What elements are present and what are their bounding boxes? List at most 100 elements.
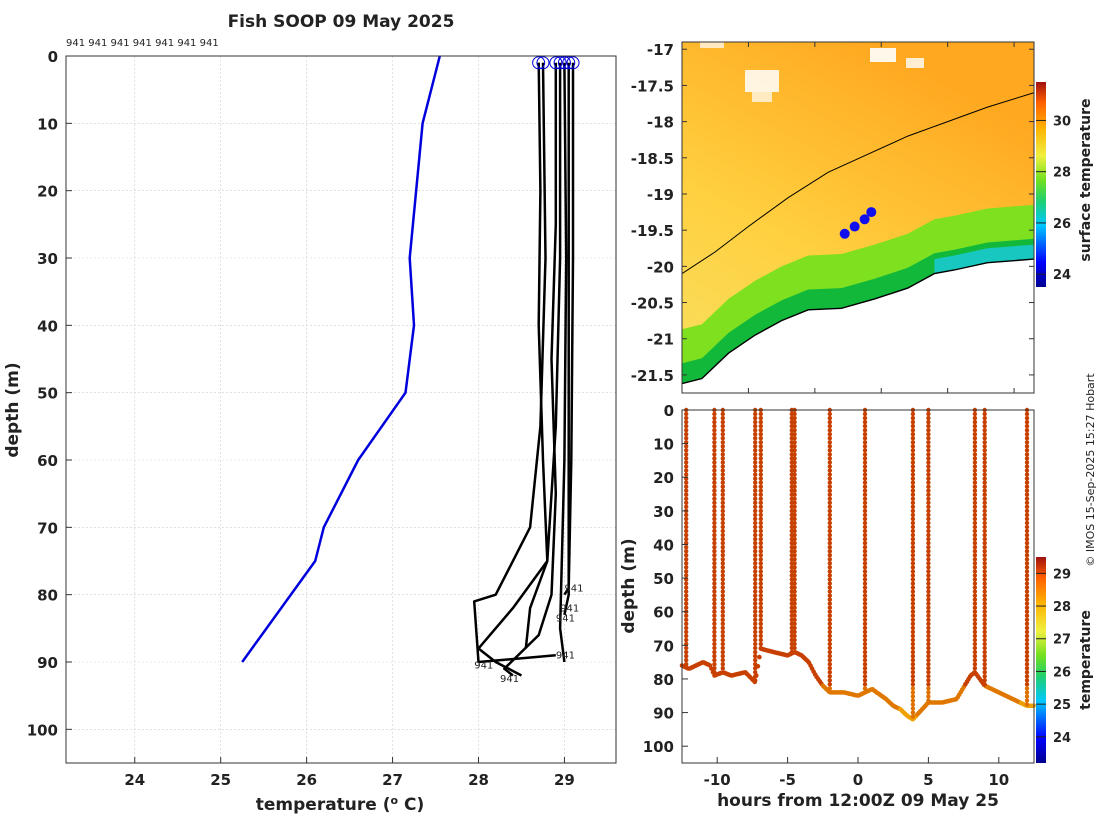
cast-point (1024, 492, 1030, 497)
cast-point (792, 545, 797, 550)
cast-point (1024, 645, 1030, 651)
cast-point (720, 605, 725, 610)
cast-point (712, 629, 717, 635)
cast-point (753, 637, 758, 643)
cast-point (972, 609, 978, 614)
cast-point (926, 516, 931, 522)
cast-point (792, 633, 797, 639)
cast-point (792, 605, 797, 610)
cast-point (758, 500, 763, 505)
cast-point (758, 464, 763, 469)
cast-point (792, 528, 797, 534)
cast-point (862, 500, 868, 505)
cast-point (684, 460, 689, 465)
cast-point (758, 540, 763, 546)
cast-point (792, 496, 797, 501)
cast-point (972, 472, 978, 477)
cast-point (827, 557, 832, 562)
cast-point (792, 557, 797, 562)
cast-point (712, 553, 717, 558)
cast-point (792, 637, 797, 643)
y-tick-label: 50 (37, 385, 58, 403)
cast-point (720, 666, 725, 671)
cast-point (910, 561, 916, 566)
cast-point (982, 641, 987, 647)
cast-point (792, 444, 797, 449)
cast-point (862, 637, 868, 643)
cast-point (684, 561, 689, 566)
cast-point (712, 589, 717, 594)
cast-point (862, 540, 868, 546)
cast-point (926, 540, 931, 546)
cast-point (712, 528, 717, 534)
cast-point (910, 613, 916, 618)
cast-point (982, 516, 987, 522)
cast-point (1024, 472, 1030, 477)
cast-point (758, 629, 763, 635)
cast-point (758, 456, 763, 461)
cast-point (753, 484, 758, 489)
vessel-position (866, 207, 877, 218)
cast-point (712, 432, 717, 437)
y-tick-label: 100 (27, 721, 58, 739)
cast-point (753, 589, 758, 594)
cast-point (910, 432, 916, 437)
cast-point (972, 553, 978, 558)
cast-point (926, 549, 931, 554)
cast-point (712, 480, 717, 485)
x-tick-label: -10 (704, 771, 731, 789)
cast-point (712, 532, 717, 538)
cast-point (753, 504, 758, 509)
cast-point (1024, 411, 1030, 417)
y-tick-label: 70 (37, 519, 58, 537)
cloud-gaps (700, 42, 924, 102)
cast-point (926, 484, 931, 489)
cast-point (827, 488, 832, 493)
cast-point (982, 662, 987, 667)
cast-point (712, 581, 717, 586)
cast-point (712, 565, 717, 570)
cast-point (827, 440, 832, 445)
cast-point (758, 577, 763, 582)
cast-point (712, 605, 717, 610)
cast-point (910, 645, 916, 651)
cast-point (758, 617, 763, 622)
cast-point (926, 682, 931, 687)
cast-point (926, 645, 931, 651)
cast-point (758, 436, 763, 441)
cast-point (910, 472, 916, 477)
cast-point (1024, 456, 1030, 461)
cast-point (827, 536, 832, 542)
cast-point (712, 662, 717, 667)
cast-point (982, 657, 987, 663)
cast-point (712, 569, 717, 574)
cast-point (926, 585, 931, 590)
cast-point (712, 585, 717, 590)
cast-point (827, 553, 832, 558)
cast-point (712, 484, 717, 489)
cast-point (972, 452, 978, 457)
x-tick-label: 27 (382, 771, 403, 789)
cast-point (720, 468, 725, 473)
cast-point (753, 524, 758, 530)
cast-point (684, 553, 689, 558)
cast-point (910, 577, 916, 582)
cast-point (910, 698, 916, 703)
cast-point (862, 609, 868, 614)
cast-point (982, 520, 987, 526)
cast-point (792, 553, 797, 558)
cast-point (792, 504, 797, 509)
cast-point (982, 581, 987, 586)
cast-point (926, 476, 931, 481)
cast-point (982, 666, 987, 671)
cast-point (862, 512, 868, 518)
cast-point (753, 561, 758, 566)
cast-point (982, 573, 987, 578)
cast-point (972, 597, 978, 602)
cast-point (1024, 573, 1030, 578)
cast-point (926, 625, 931, 631)
cast-point (720, 428, 725, 433)
cast-point (712, 492, 717, 497)
y-tick-label: 90 (653, 705, 674, 723)
cast-point (792, 613, 797, 618)
